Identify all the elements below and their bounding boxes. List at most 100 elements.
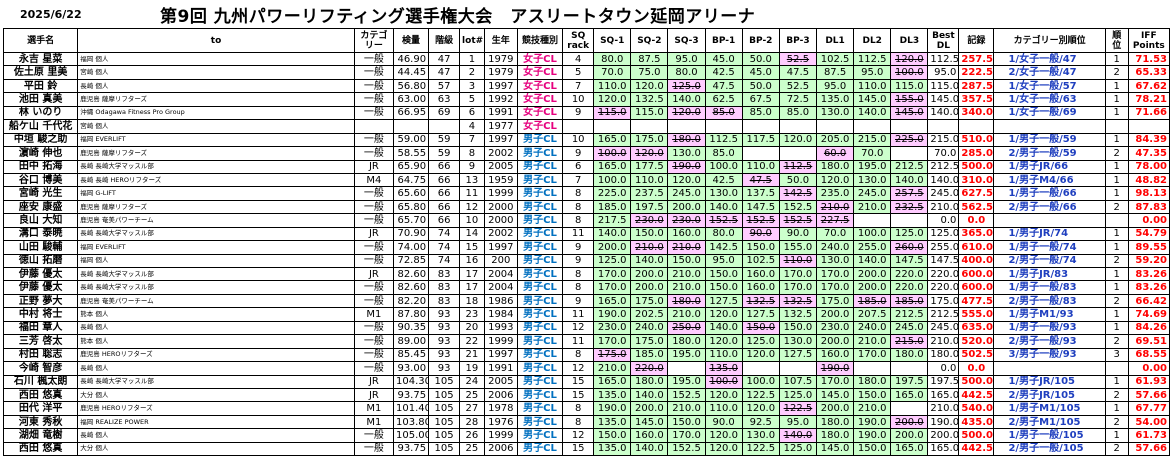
attempt-cell: 135.0 [593, 387, 632, 403]
birth-year: 1992 [483, 92, 518, 107]
attempt-cell: 190.0 [853, 414, 892, 430]
athlete-name: 中垣 駿之助 [2, 132, 79, 148]
attempt-cell: 125.0 [593, 253, 632, 269]
attempt-cell: 225.0 [593, 186, 632, 201]
lot-number: 25 [459, 387, 485, 403]
ipf-points: 61.93 [1127, 374, 1171, 389]
total-record: 287.5 [958, 78, 995, 94]
sq-rack: 8 [562, 401, 595, 416]
table-row: 正野 夢大 鹿児島 奄美パワーチーム 一般 82.20 83 18 1986 男子CL 9 165… [2, 293, 1171, 309]
bodyweight: 65.80 [393, 199, 430, 215]
bodyweight: 63.00 [393, 92, 430, 107]
birth-year: 1978 [483, 401, 518, 416]
attempt-cell: 210.0 [815, 199, 855, 215]
ipf-points: 89.55 [1127, 240, 1171, 255]
attempt-cell: 170.0 [853, 347, 892, 363]
attempt-cell: 92.5 [741, 414, 780, 430]
athlete-name: 山田 駿輔 [2, 240, 79, 255]
attempt-cell: 190.0 [667, 159, 706, 174]
attempt-cell: 130.0 [778, 334, 818, 349]
birth-year: 2006 [483, 387, 518, 403]
attempt-cell: 160.0 [815, 347, 855, 363]
ipf-points: 67.62 [1127, 78, 1171, 94]
team-name: 大分 個人 [77, 441, 355, 457]
overall-rank: 1 [1104, 51, 1129, 67]
bodyweight: 90.35 [393, 320, 430, 336]
sq-rack: 10 [562, 132, 595, 148]
birth-year: 1999 [483, 428, 518, 443]
attempt-cell: 115.0 [593, 105, 632, 121]
athlete-name: 徳山 拓磨 [2, 253, 79, 269]
birth-year: 2000 [483, 213, 518, 228]
attempt-cell: 50.0 [778, 172, 818, 188]
bodyweight: 74.00 [393, 240, 430, 255]
attempt-cell: 115.0 [890, 78, 929, 94]
category-rank: 1/男子M1/105 [993, 401, 1106, 416]
lot-number: 20 [459, 320, 485, 336]
bodyweight: 72.85 [393, 253, 430, 269]
total-record: 500.0 [958, 159, 995, 174]
attempt-cell: 140.0 [704, 199, 743, 215]
category-rank: 1/男子一般/83 [993, 280, 1106, 295]
attempt-cell [890, 146, 929, 161]
attempt-cell: 112.5 [778, 159, 818, 174]
lot-number: 8 [459, 146, 485, 161]
attempt-cell: 160.0 [667, 226, 706, 242]
attempt-cell: 120.0 [778, 132, 818, 148]
attempt-cell: 195.0 [667, 374, 706, 389]
attempt-cell: 250.0 [667, 320, 706, 336]
attempt-cell: 245.0 [890, 320, 929, 336]
attempt-cell [778, 361, 818, 376]
category-rank: 1/男子一般/105 [993, 428, 1106, 443]
sq-rack: 12 [562, 428, 595, 443]
category-rank [993, 119, 1106, 134]
attempt-cell: 125.0 [778, 441, 818, 457]
attempt-cell: 152.5 [778, 213, 818, 228]
table-row: 山田 駿輔 福岡 EVERLIFT 一般 74.00 74 15 1997 男子CL 9 200.… [2, 240, 1171, 255]
bodyweight: 82.20 [393, 293, 430, 309]
attempt-cell: 175.0 [630, 132, 669, 148]
category: 一般 [353, 361, 395, 376]
attempt-cell: 190.0 [815, 361, 855, 376]
bodyweight: 82.60 [393, 280, 430, 295]
lot-number: 17 [459, 280, 485, 295]
attempt-cell: 122.5 [741, 387, 780, 403]
attempt-cell: 132.5 [778, 293, 818, 309]
athlete-name: 良山 大知 [2, 213, 79, 228]
team-name: 長崎 長崎 HEROリフターズ [77, 172, 355, 188]
attempt-cell: 155.0 [778, 240, 818, 255]
athlete-name: 三芳 啓太 [2, 334, 79, 349]
attempt-cell: 90.0 [741, 226, 780, 242]
category-rank: 1/男子一般/74 [993, 240, 1106, 255]
bodyweight: 104.30 [393, 374, 430, 389]
event-type: 女子CL [516, 119, 564, 134]
weight-class: 74 [428, 253, 461, 269]
sq-rack: 8 [562, 186, 595, 201]
attempt-cell: 227.5 [815, 213, 855, 228]
attempt-cell: 200.0 [667, 199, 706, 215]
bodyweight: 85.45 [393, 347, 430, 363]
attempt-cell: 150.0 [853, 441, 892, 457]
team-name: 沖縄 Odagawa Fitness Pro Group [77, 105, 355, 121]
overall-rank: 2 [1104, 146, 1129, 161]
best-dl: 210.0 [927, 401, 960, 416]
best-dl: 212.5 [927, 159, 960, 174]
table-row: 石川 楓太朗 長崎 長崎大学マッスル部 JR 104.30 105 24 2005 男子CL 1… [2, 374, 1171, 389]
attempt-cell: 170.0 [593, 280, 632, 295]
team-name: 鹿児島 薩摩リフターズ [77, 146, 355, 161]
total-record: 340.0 [958, 105, 995, 121]
attempt-cell: 207.5 [853, 307, 892, 322]
category-rank: 1/女子一般/47 [993, 51, 1106, 67]
birth-year: 1993 [483, 320, 518, 336]
attempt-cell: 45.0 [741, 65, 780, 80]
attempt-cell: 140.0 [853, 253, 892, 269]
attempt-cell: 210.0 [667, 401, 706, 416]
attempt-cell: 145.0 [630, 414, 669, 430]
birth-year: 1991 [483, 105, 518, 121]
attempt-cell: 47.5 [778, 65, 818, 80]
team-name: 長崎 長崎大学マッスル部 [77, 266, 355, 282]
best-dl: 115.0 [927, 78, 960, 94]
weight-class: 66 [428, 159, 461, 174]
total-record: 562.5 [958, 199, 995, 215]
category: 一般 [353, 105, 395, 121]
